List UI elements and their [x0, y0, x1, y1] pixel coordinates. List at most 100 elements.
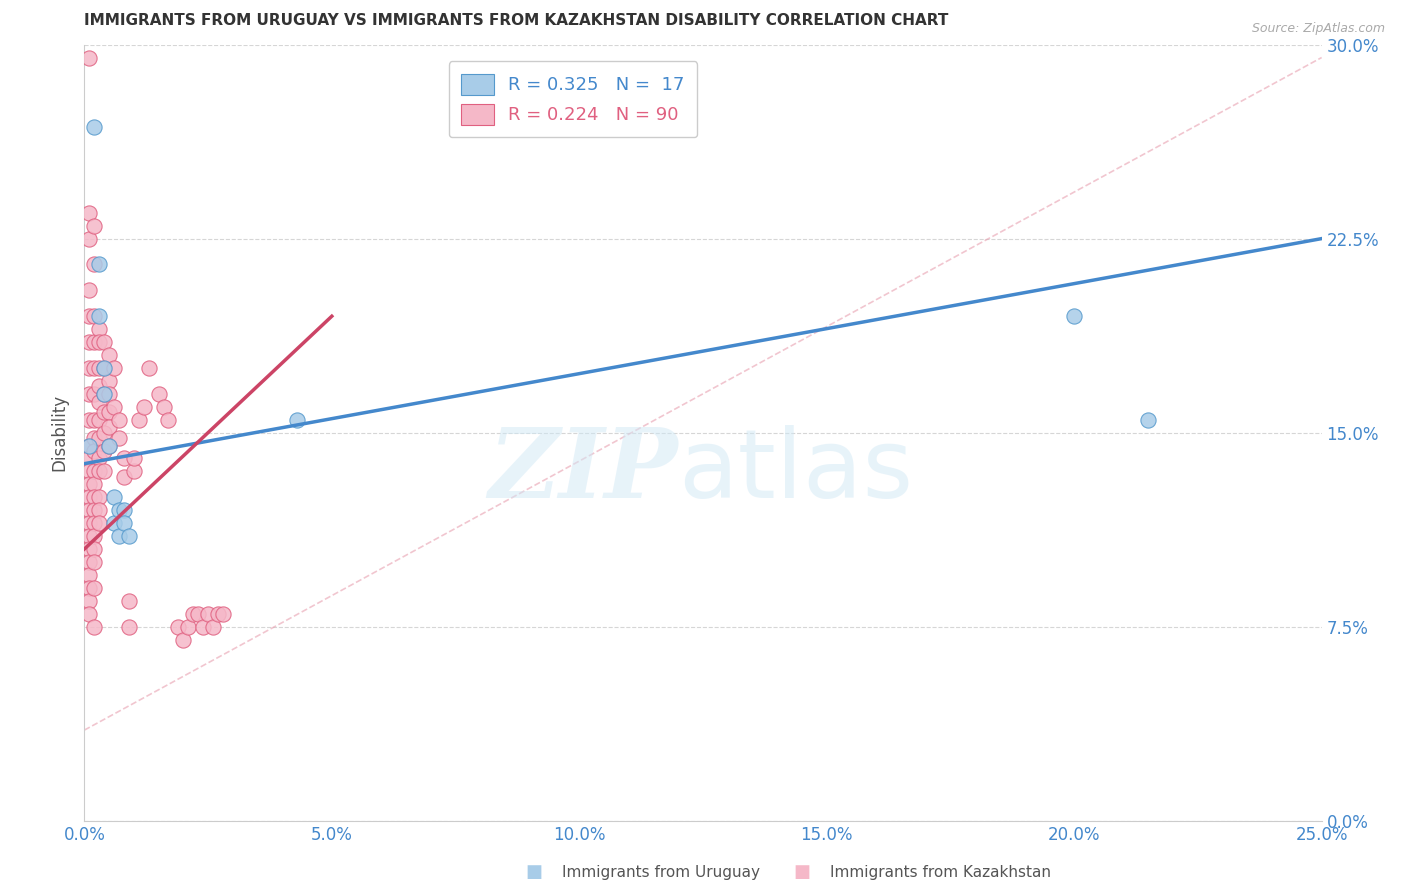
Point — [89, 334, 111, 349]
Point — [1137, 412, 1160, 427]
Point — [112, 451, 135, 466]
Point — [118, 529, 141, 543]
Point — [112, 503, 135, 517]
Point — [79, 387, 101, 401]
Legend: R = 0.325   N =  17, R = 0.224   N = 90: R = 0.325 N = 17, R = 0.224 N = 90 — [449, 62, 697, 137]
Point — [79, 309, 101, 323]
Point — [93, 425, 115, 440]
Point — [93, 464, 115, 478]
Point — [89, 464, 111, 478]
Point — [89, 516, 111, 530]
Point — [83, 581, 105, 595]
Point — [138, 361, 160, 376]
Point — [89, 431, 111, 445]
Point — [79, 491, 101, 505]
Point — [98, 374, 121, 388]
Point — [79, 581, 101, 595]
Point — [83, 619, 105, 633]
Point — [98, 387, 121, 401]
Point — [83, 361, 105, 376]
Point — [79, 439, 101, 453]
Point — [93, 361, 115, 376]
Point — [108, 503, 131, 517]
Point — [285, 412, 308, 427]
Point — [103, 491, 125, 505]
Point — [103, 516, 125, 530]
Point — [79, 555, 101, 569]
Point — [79, 205, 101, 219]
Point — [197, 607, 219, 621]
Text: IMMIGRANTS FROM URUGUAY VS IMMIGRANTS FROM KAZAKHSTAN DISABILITY CORRELATION CHA: IMMIGRANTS FROM URUGUAY VS IMMIGRANTS FR… — [84, 13, 949, 29]
Point — [98, 439, 121, 453]
Point — [83, 529, 105, 543]
Point — [83, 555, 105, 569]
Text: Source: ZipAtlas.com: Source: ZipAtlas.com — [1251, 22, 1385, 36]
Point — [207, 607, 229, 621]
Point — [83, 334, 105, 349]
Point — [79, 529, 101, 543]
Text: atlas: atlas — [678, 425, 914, 518]
Point — [89, 491, 111, 505]
Point — [118, 594, 141, 608]
Point — [79, 607, 101, 621]
Point — [93, 361, 115, 376]
Point — [212, 607, 235, 621]
Point — [89, 322, 111, 336]
Point — [128, 412, 150, 427]
Point — [79, 50, 101, 65]
Point — [79, 568, 101, 582]
Point — [83, 491, 105, 505]
Text: Immigrants from Kazakhstan: Immigrants from Kazakhstan — [830, 865, 1050, 880]
Text: Immigrants from Uruguay: Immigrants from Uruguay — [562, 865, 761, 880]
Point — [98, 439, 121, 453]
Point — [79, 231, 101, 245]
Point — [112, 516, 135, 530]
Point — [89, 379, 111, 393]
Point — [83, 219, 105, 233]
Point — [191, 619, 214, 633]
Point — [98, 348, 121, 362]
Point — [118, 619, 141, 633]
Point — [89, 361, 111, 376]
Point — [79, 503, 101, 517]
Point — [98, 420, 121, 434]
Point — [98, 405, 121, 419]
Point — [83, 477, 105, 491]
Point — [79, 334, 101, 349]
Text: ■: ■ — [793, 863, 810, 881]
Point — [148, 387, 170, 401]
Point — [83, 503, 105, 517]
Point — [83, 309, 105, 323]
Point — [79, 541, 101, 557]
Y-axis label: Disability: Disability — [51, 394, 69, 471]
Point — [157, 412, 180, 427]
Point — [103, 400, 125, 414]
Point — [93, 334, 115, 349]
Point — [83, 443, 105, 458]
Point — [79, 594, 101, 608]
Point — [89, 394, 111, 409]
Text: ■: ■ — [526, 863, 543, 881]
Point — [112, 469, 135, 483]
Point — [89, 309, 111, 323]
Point — [89, 257, 111, 271]
Point — [79, 439, 101, 453]
Point — [79, 361, 101, 376]
Point — [79, 477, 101, 491]
Point — [1063, 309, 1085, 323]
Point — [167, 619, 190, 633]
Point — [93, 443, 115, 458]
Point — [122, 451, 145, 466]
Point — [93, 387, 115, 401]
Text: ZIP: ZIP — [489, 425, 678, 518]
Point — [79, 516, 101, 530]
Point — [83, 387, 105, 401]
Point — [122, 464, 145, 478]
Point — [89, 451, 111, 466]
Point — [103, 361, 125, 376]
Point — [83, 257, 105, 271]
Point — [89, 503, 111, 517]
Point — [83, 516, 105, 530]
Point — [108, 529, 131, 543]
Point — [181, 607, 204, 621]
